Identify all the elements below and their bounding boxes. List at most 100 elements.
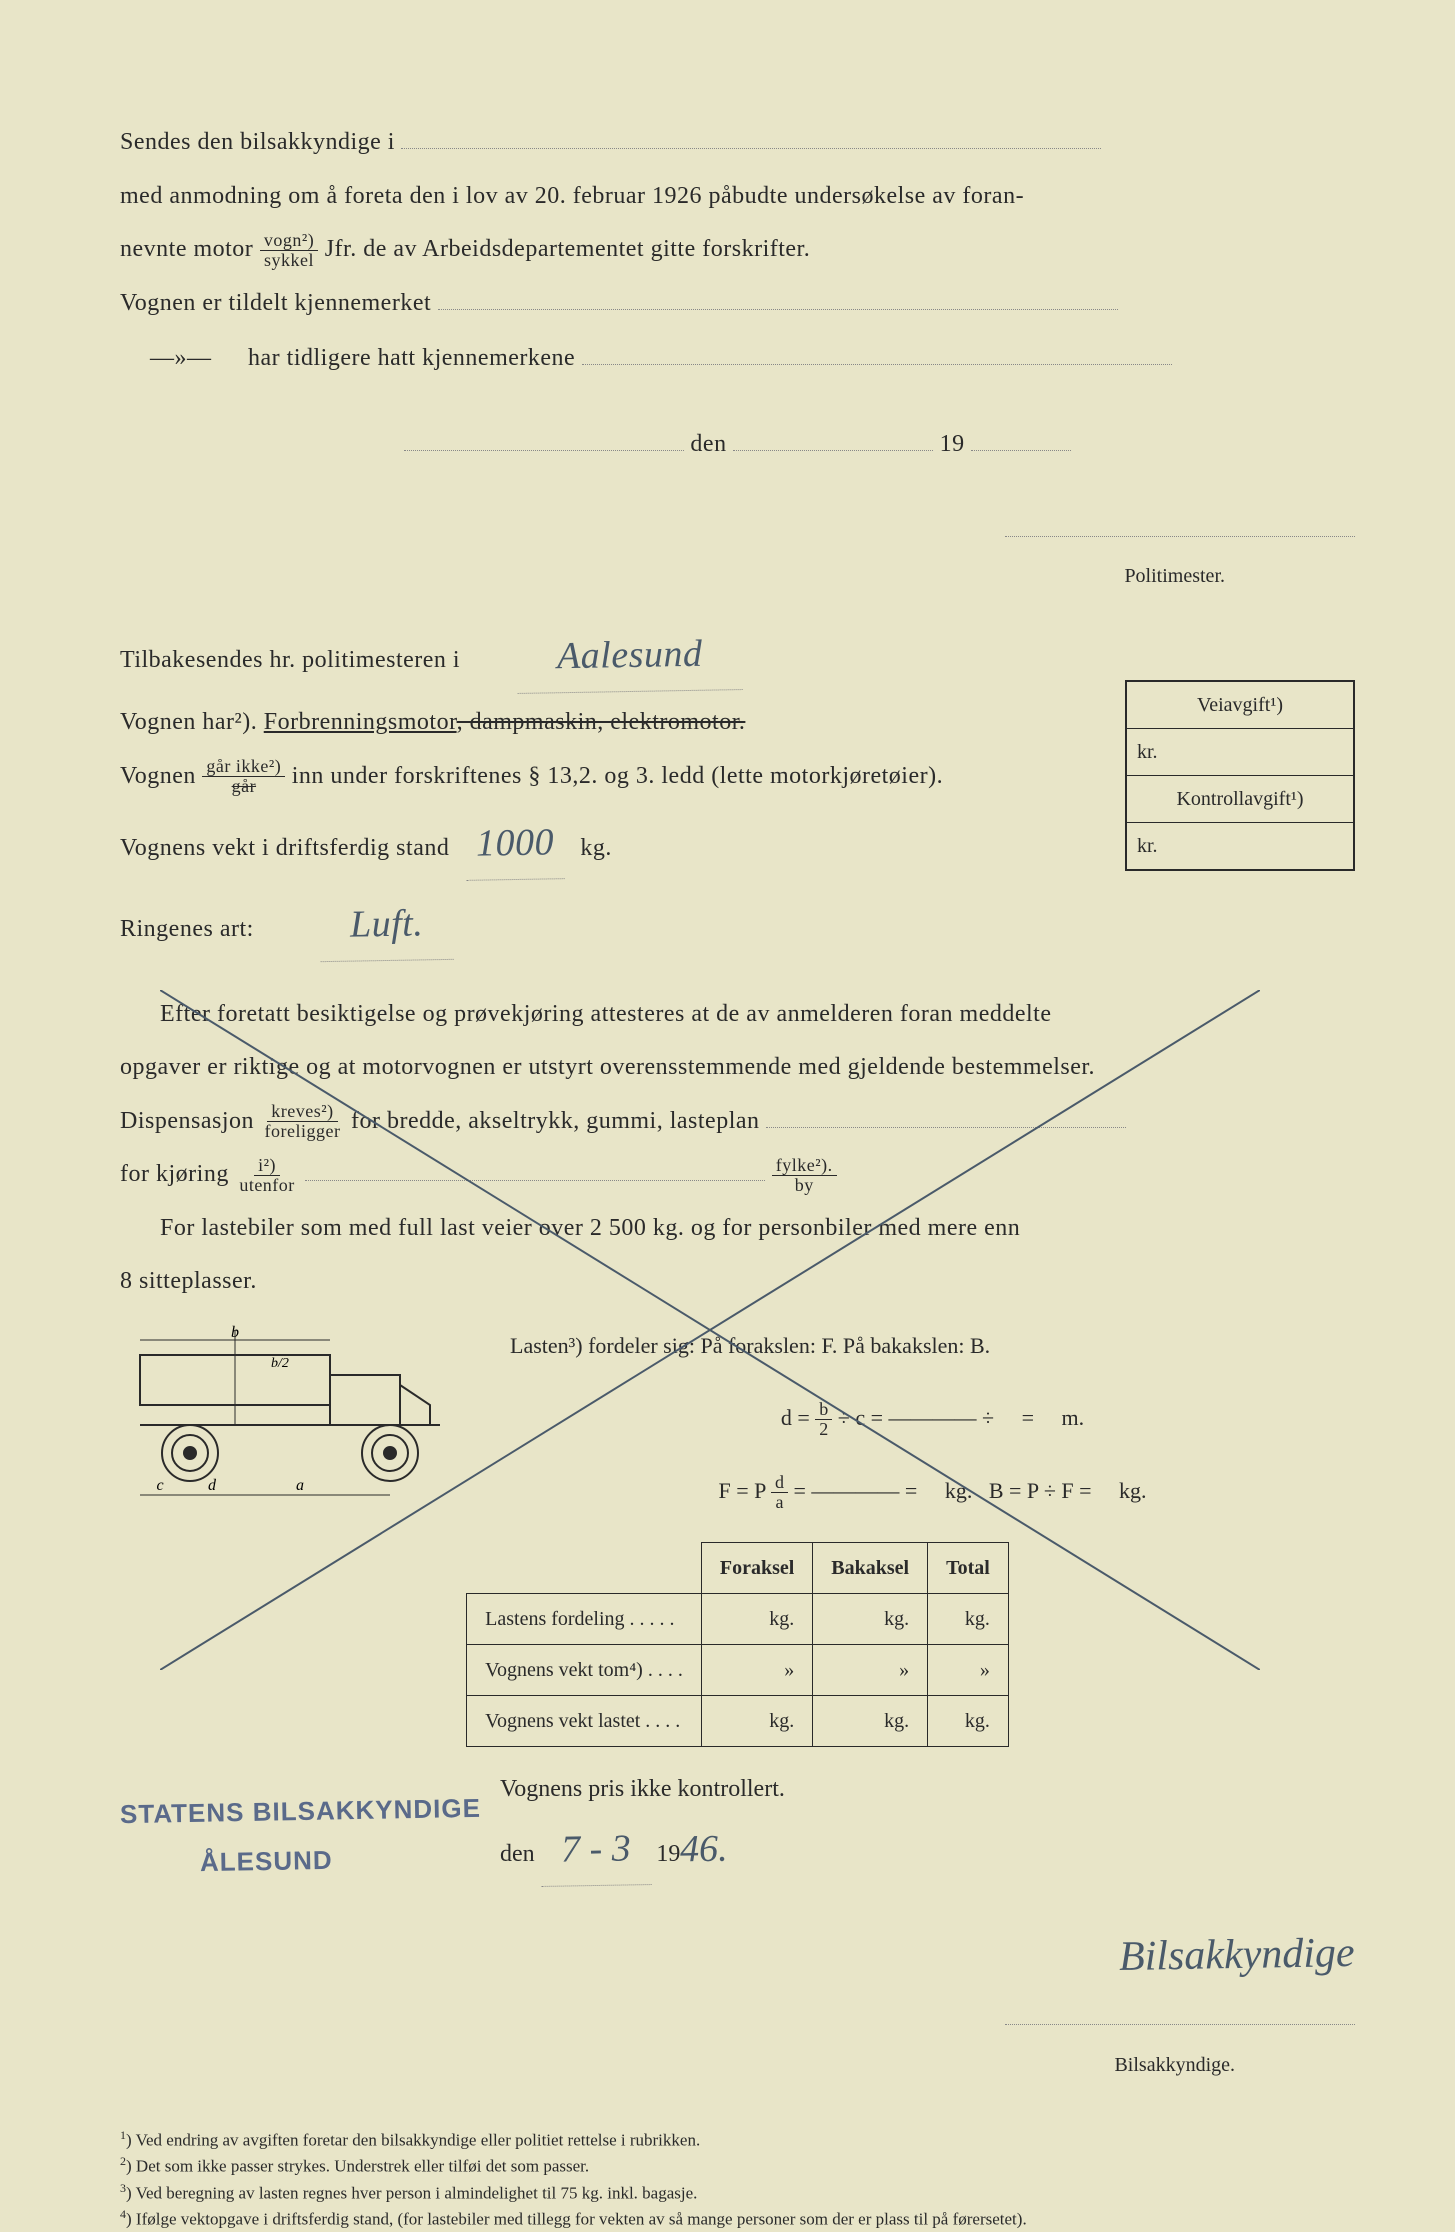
politimester-label: Politimester. — [1124, 565, 1225, 587]
col-foraksel: Foraksel — [701, 1543, 812, 1594]
text: for kjøring — [120, 1161, 229, 1187]
svg-text:a: a — [296, 1477, 304, 1494]
cell: kg. — [813, 1696, 928, 1747]
svg-text:b/2: b/2 — [271, 1356, 289, 1371]
load-header: Lasten³) fordeler sig: På forakslen: F. … — [510, 1325, 1355, 1367]
cell: kg. — [813, 1594, 928, 1645]
text: inn under forskriftenes § 13,2. og 3. le… — [292, 763, 943, 789]
text: nevnte motor — [120, 236, 253, 262]
fill-date — [733, 422, 933, 451]
fee-row-3: Kontrollavgift¹) — [1127, 776, 1353, 823]
kjoring-line: for kjøring i²) utenfor fylke²). by — [120, 1152, 1355, 1198]
fraction-gaar: går ikke²) går — [202, 757, 285, 797]
footnote-2: 2) Det som ikke passer strykes. Understr… — [120, 2153, 1355, 2179]
ditto-mark: —»— — [150, 345, 212, 371]
table-header-row: Foraksel Bakaksel Total — [467, 1543, 1009, 1594]
motor-type-selected: Forbrenningsmotor — [264, 709, 457, 735]
text: for bredde, akseltrykk, gummi, lasteplan — [351, 1108, 760, 1134]
text: Vognen — [120, 763, 196, 789]
header-line-2: med anmodning om å foreta den i lov av 2… — [120, 174, 1355, 220]
sig-line — [1005, 2024, 1355, 2025]
price-note: Vognens pris ikke kontrollert. — [500, 1776, 785, 1802]
cell: kg. — [928, 1696, 1009, 1747]
fill-disp — [766, 1099, 1126, 1128]
fill-year — [971, 422, 1071, 451]
diagram-formula-row: b b/2 d c a Lasten³) fordeler sig: På fo… — [120, 1325, 1355, 1512]
cell: » — [928, 1645, 1009, 1696]
formula-block: Lasten³) fordeler sig: På forakslen: F. … — [510, 1325, 1355, 1512]
cell: » — [813, 1645, 928, 1696]
row-label: Lastens fordeling . . . . . — [467, 1594, 702, 1645]
fill-recipient — [401, 120, 1101, 149]
price-date-block: Vognens pris ikke kontrollert. den 7 - 3… — [500, 1767, 1355, 1886]
fee-row-1: Veiavgift¹) — [1127, 682, 1353, 729]
stamp-line-1: STATENS BILSAKKYNDIGE — [120, 1784, 482, 1840]
motor-type-struck: , dampmaskin, elektromotor. — [457, 709, 746, 735]
text: Vognens vekt i driftsferdig stand — [120, 835, 449, 861]
document-page: Sendes den bilsakkyndige i med anmodning… — [120, 120, 1355, 2048]
truck-diagram: b b/2 d c a — [120, 1325, 480, 1505]
text: Jfr. de av Arbeidsdepartementet gitte fo… — [325, 236, 811, 262]
header-line-3: nevnte motor vogn²) sykkel Jfr. de av Ar… — [120, 227, 1355, 273]
text: 19 — [940, 431, 965, 457]
text: Tilbakesendes hr. politimesteren i — [120, 647, 460, 673]
cell: » — [701, 1645, 812, 1696]
header-line-4: Vognen er tildelt kjennemerket — [120, 281, 1355, 327]
cell: kg. — [701, 1696, 812, 1747]
weight-table: Foraksel Bakaksel Total Lastens fordelin… — [466, 1542, 1009, 1747]
fill-politimester-sig — [1005, 508, 1355, 537]
text: har tidligere hatt kjennemerkene — [248, 345, 575, 371]
handwritten-signature: Bilsakkyndige — [1119, 1914, 1356, 1998]
handwritten-date: 7 - 3 — [540, 1812, 651, 1887]
footnote-3: 3) Ved beregning av lasten regnes hver p… — [120, 2180, 1355, 2206]
text: Dispensasjon — [120, 1108, 254, 1134]
cell: kg. — [928, 1594, 1009, 1645]
inspection-p1-l1: Efter foretatt besiktigelse og prøvekjør… — [120, 992, 1355, 1038]
fill-kjoring — [305, 1152, 765, 1181]
signature-block: Bilsakkyndige Bilsakkyndige. — [120, 1916, 1355, 2087]
table-row: Vognens vekt tom⁴) . . . . » » » — [467, 1645, 1009, 1696]
unit: kg. — [580, 835, 612, 861]
date-line: den 19 — [120, 422, 1355, 468]
svg-text:c: c — [156, 1477, 163, 1494]
row-label: Vognens vekt tom⁴) . . . . — [467, 1645, 702, 1696]
fraction-vogn-sykkel: vogn²) sykkel — [260, 231, 318, 271]
text: den — [690, 431, 726, 457]
fill-place — [404, 422, 684, 451]
fee-row-2: kr. — [1127, 729, 1353, 776]
politimester-block: Politimester. — [120, 508, 1355, 599]
handwritten-year: 46. — [680, 1813, 729, 1886]
formula-1: d = b2 ÷ c = ———— ÷ = m. — [510, 1397, 1355, 1440]
text: Vognen har²). — [120, 709, 257, 735]
col-total: Total — [928, 1543, 1009, 1594]
fraction-utenfor: i²) utenfor — [235, 1156, 298, 1196]
table-row: Vognens vekt lastet . . . . kg. kg. kg. — [467, 1696, 1009, 1747]
header-line-1: Sendes den bilsakkyndige i — [120, 120, 1355, 166]
text: den — [500, 1841, 535, 1867]
footnote-4: 4) Ifølge vektopgave i driftsferdig stan… — [120, 2206, 1355, 2232]
text: Sendes den bilsakkyndige i — [120, 129, 395, 155]
text: Vognen er tildelt kjennemerket — [120, 290, 431, 316]
fill-tidligere — [582, 337, 1172, 366]
para3-l1: For lastebiler som med full last veier o… — [120, 1206, 1355, 1252]
fee-row-4: kr. — [1127, 823, 1353, 869]
svg-text:d: d — [208, 1477, 217, 1494]
stamp-block: STATENS BILSAKKYNDIGE ÅLESUND — [120, 1787, 500, 1886]
text: 19 — [656, 1841, 680, 1867]
fraction-kreves: kreves²) foreligger — [261, 1102, 345, 1142]
fill-kjennemerket — [438, 281, 1118, 310]
header-line-5: —»— har tidligere hatt kjennemerkene — [120, 336, 1355, 382]
footnotes: 1) Ved endring av avgiften foretar den b… — [120, 2127, 1355, 2232]
sig-label: Bilsakkyndige. — [1114, 2054, 1235, 2076]
row-label: Vognens vekt lastet . . . . — [467, 1696, 702, 1747]
fraction-fylke: fylke²). by — [772, 1156, 837, 1196]
handwritten-rings: Luft. — [320, 887, 455, 963]
svg-text:b: b — [231, 1325, 239, 1341]
handwritten-weight: 1000 — [465, 806, 564, 881]
stamp-line-2: ÅLESUND — [200, 1835, 334, 1887]
handwritten-city: Aalesund — [516, 617, 743, 694]
fee-box: Veiavgift¹) kr. Kontrollavgift¹) kr. — [1125, 680, 1355, 871]
inspection-p1-l2: opgaver er riktige og at motorvognen er … — [120, 1045, 1355, 1091]
cell: kg. — [701, 1594, 812, 1645]
footer-block: STATENS BILSAKKYNDIGE ÅLESUND Vognens pr… — [120, 1767, 1355, 2087]
